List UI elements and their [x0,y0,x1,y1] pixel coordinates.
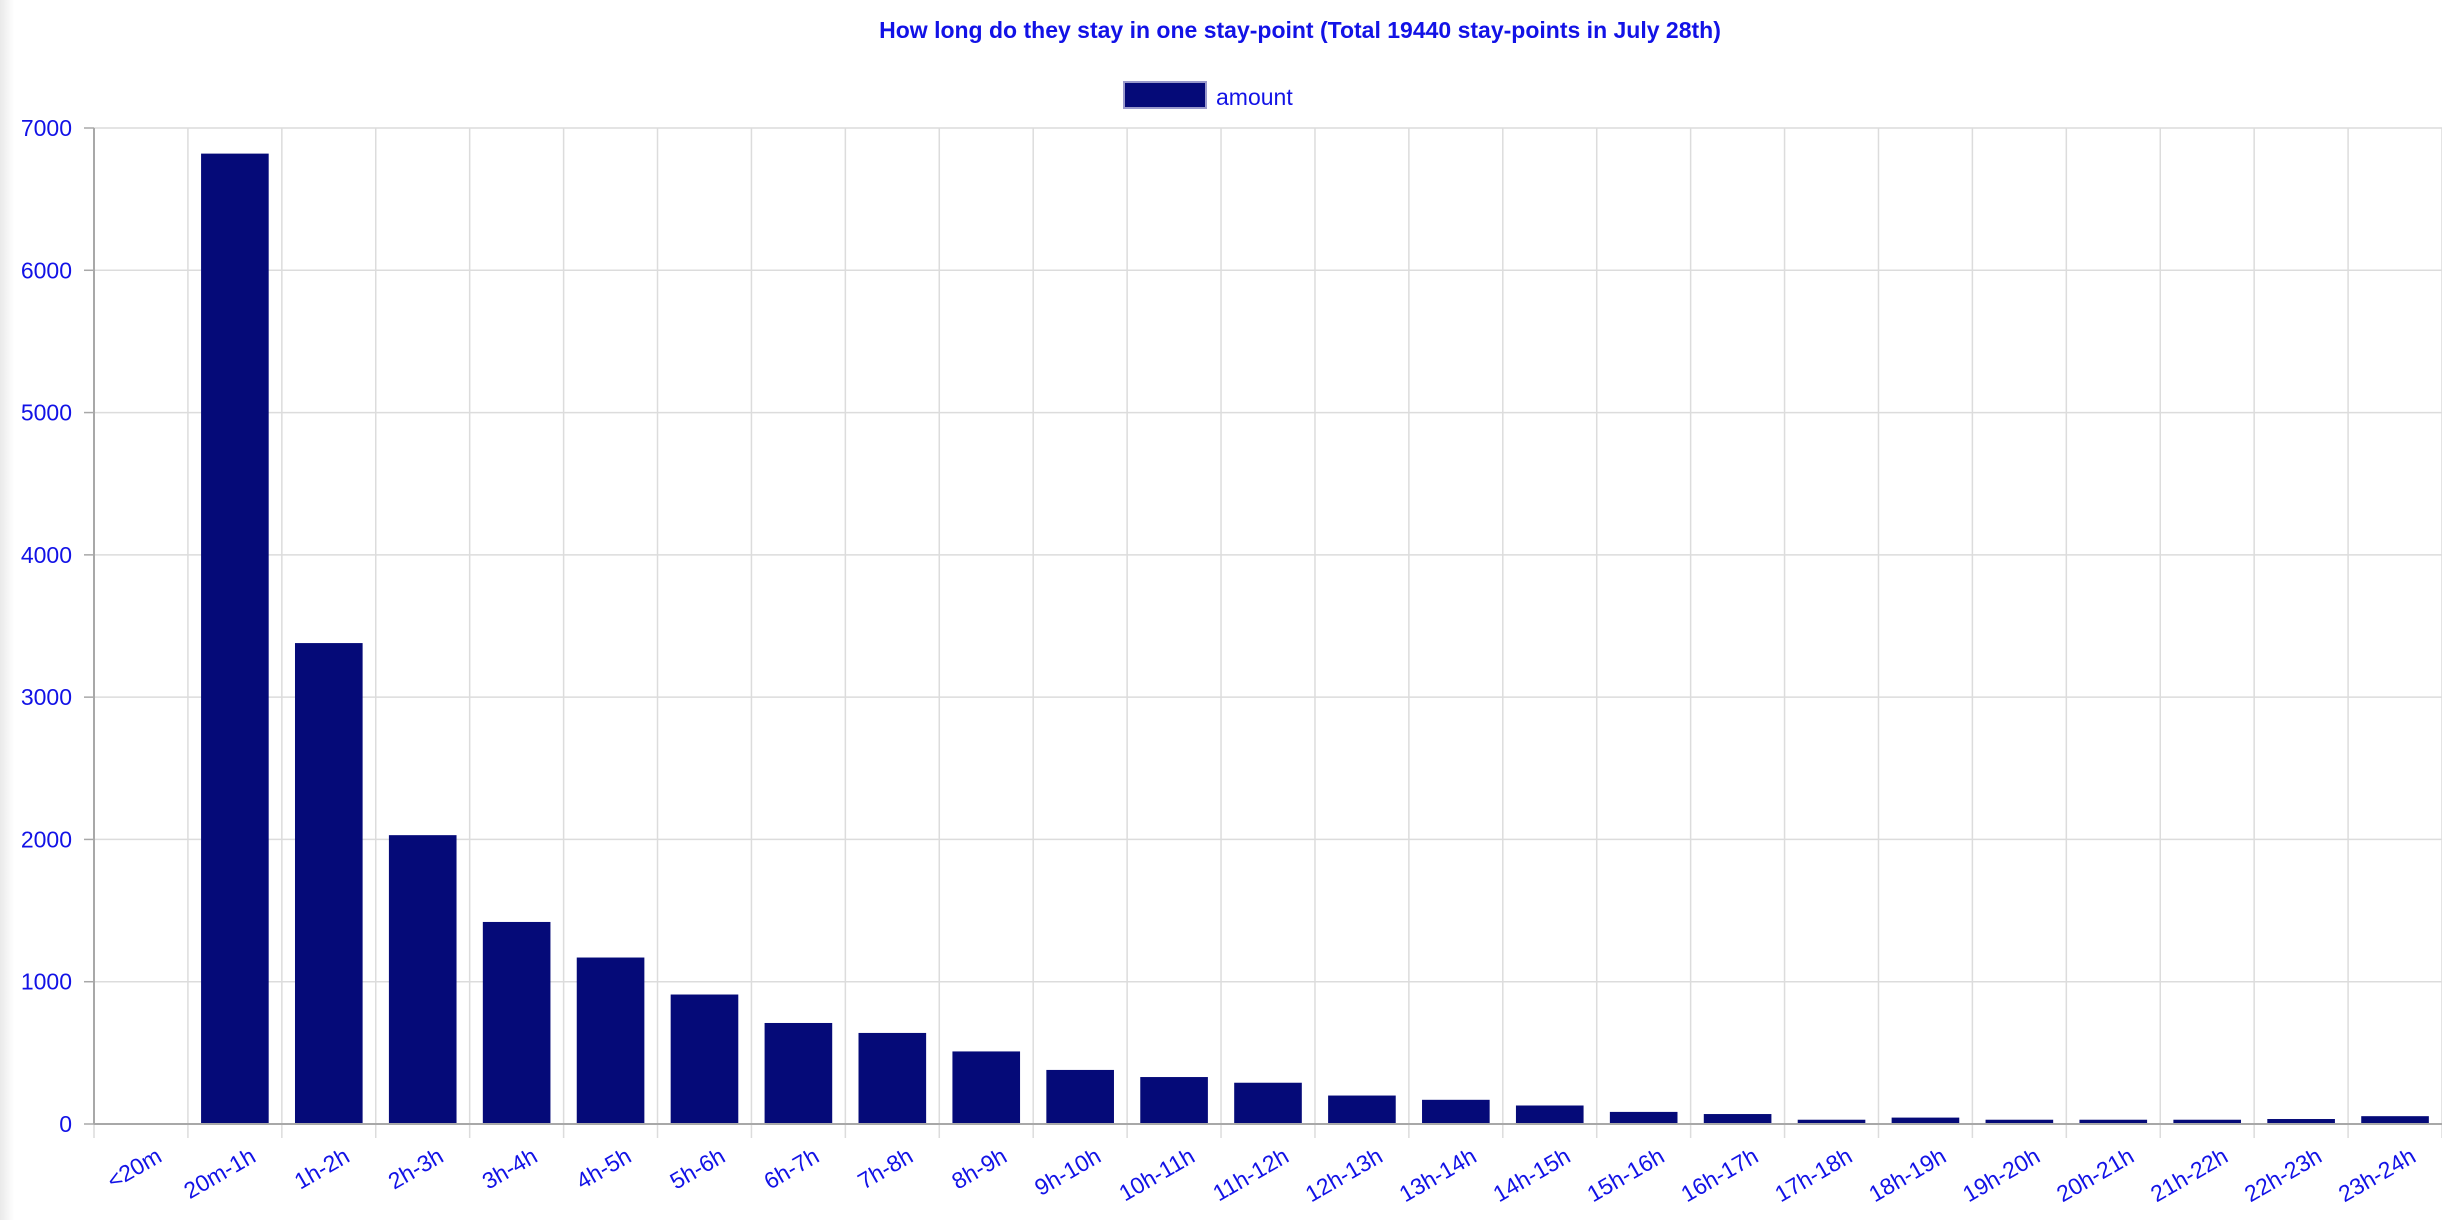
legend-swatch [1123,81,1207,109]
x-tick-label: 17h-18h [1770,1142,1856,1207]
legend-label-amount: amount [1216,84,1293,110]
y-tick-label: 6000 [21,257,72,283]
bar-3[interactable] [388,835,457,1124]
x-tick-label: <20m [102,1142,165,1194]
y-tick-label: 0 [59,1111,72,1137]
bars [201,153,2429,1124]
bar-19[interactable] [1891,1117,1960,1124]
x-tick-label: 20h-21h [2052,1142,2138,1207]
bar-20[interactable] [1985,1119,2054,1124]
bar-21[interactable] [2079,1119,2148,1124]
x-tick-label: 18h-19h [1864,1142,1950,1207]
bar-6[interactable] [670,994,739,1124]
x-tick-label: 1h-2h [290,1142,354,1194]
bar-7[interactable] [764,1022,833,1124]
bar-8[interactable] [858,1032,927,1124]
x-tick-label: 21h-22h [2146,1142,2232,1207]
legend[interactable]: amount [1123,81,1293,110]
y-tick-label: 5000 [21,400,72,426]
bar-9[interactable] [952,1051,1021,1124]
x-tick-label: 4h-5h [572,1142,636,1194]
page-edge-shadow [0,0,14,1220]
x-tick-label: 20m-1h [179,1142,260,1204]
bar-5[interactable] [576,957,645,1124]
x-tick-label: 13h-14h [1395,1142,1481,1207]
x-tick-label: 6h-7h [759,1142,823,1194]
bar-1[interactable] [201,153,269,1124]
y-tick-label: 2000 [21,826,72,852]
x-tick-label: 16h-17h [1676,1142,1762,1207]
x-tick-label: 9h-10h [1030,1142,1105,1200]
x-axis: <20m 20m-1h 1h-2h 2h-3h 3h-4h 4h-5h 5h-6h 6h-7h… [94,1123,2442,1207]
y-tick-label: 4000 [21,542,72,568]
x-tick-label: 23h-24h [2334,1142,2420,1207]
bar-16[interactable] [1609,1111,1678,1124]
x-tick-label: 19h-20h [1958,1142,2044,1207]
bar-17[interactable] [1703,1114,1772,1124]
bar-24[interactable] [2361,1116,2429,1124]
bar-12[interactable] [1234,1082,1302,1124]
y-tick-label: 7000 [21,115,72,141]
bar-10[interactable] [1046,1069,1114,1124]
x-tick-label: 11h-12h [1208,1142,1293,1206]
bar-23[interactable] [2267,1119,2335,1124]
x-tick-label: 15h-16h [1582,1142,1668,1207]
x-tick-label: 14h-15h [1489,1142,1575,1207]
x-tick-label: 5h-6h [665,1142,729,1194]
x-tick-label: 22h-23h [2240,1142,2326,1207]
x-tick-label: 7h-8h [853,1142,917,1194]
x-tick-label: 8h-9h [947,1142,1011,1194]
bar-15[interactable] [1515,1105,1584,1124]
x-tick-label: 2h-3h [384,1142,448,1194]
x-tick-label: 12h-13h [1301,1142,1387,1207]
grid-lines [93,127,2442,1138]
bar-22[interactable] [2173,1119,2242,1124]
bar-2[interactable] [294,643,363,1124]
y-axis: 0 1000 2000 3000 4000 5000 6000 7000 [21,115,95,1137]
y-tick-label: 1000 [21,969,72,995]
x-tick-label: 10h-11h [1114,1142,1199,1206]
bar-18[interactable] [1797,1119,1866,1124]
bar-14[interactable] [1422,1099,1490,1124]
chart-title: How long do they stay in one stay-point … [879,17,1721,43]
bar-11[interactable] [1140,1077,1208,1124]
bar-13[interactable] [1328,1095,1396,1124]
y-tick-label: 3000 [21,684,72,710]
x-tick-label: 3h-4h [478,1142,542,1194]
bar-4[interactable] [482,921,551,1124]
